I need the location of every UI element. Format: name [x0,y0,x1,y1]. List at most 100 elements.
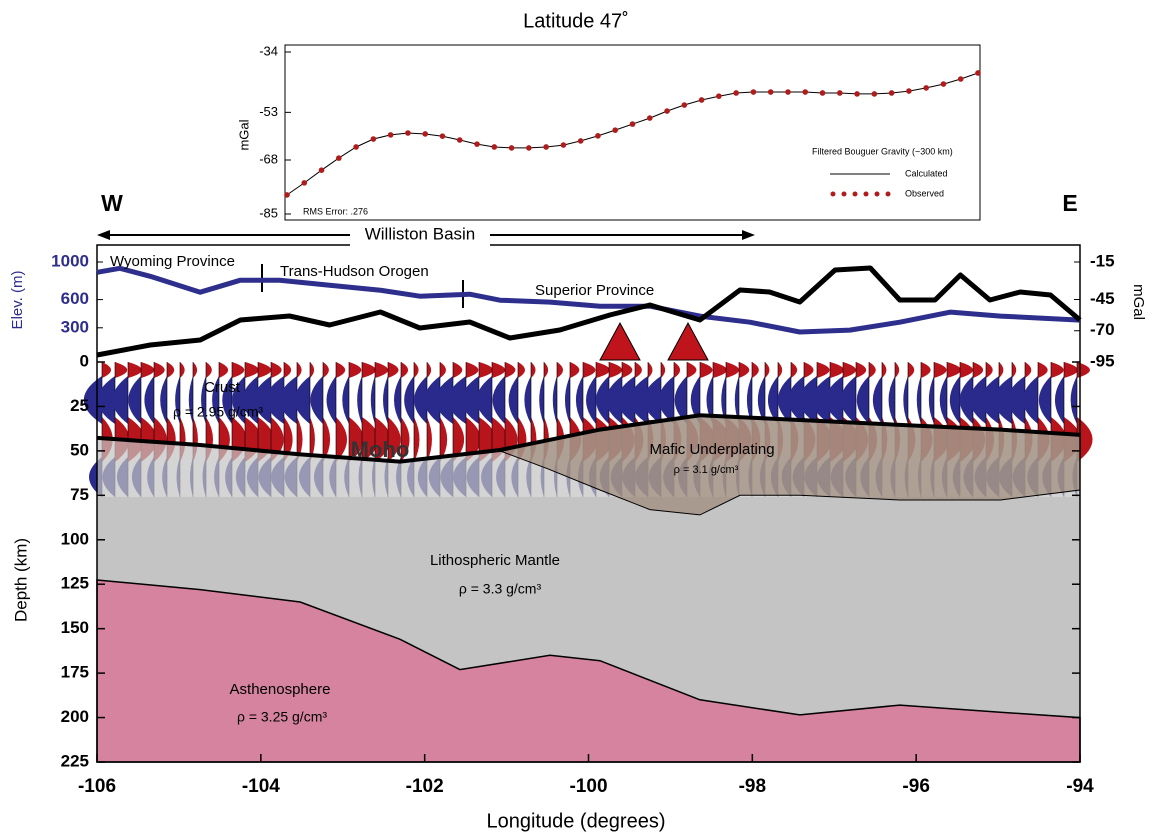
observed-point [837,90,843,96]
legend-swatch [875,192,880,197]
y-tick-label: -53 [259,104,278,119]
observed-point [716,93,722,99]
observed-point [457,137,463,143]
east-label: E [1062,190,1077,216]
observed-point [664,108,670,114]
y-tick-label: 175 [61,663,89,682]
observed-point [751,89,757,95]
asthenosphere-label: Asthenosphere [230,681,331,698]
x-tick-label: -96 [902,776,929,797]
observed-point [923,85,929,91]
west-label: W [101,190,123,216]
underplating-density: ρ = 3.1 g/cm³ [674,464,739,476]
observed-point [802,89,808,95]
y-tick-label: -34 [259,43,278,58]
elevation-tick-label: 1000 [51,251,89,270]
elevation-tick-label: 600 [61,289,89,308]
legend-swatch [886,192,891,197]
observed-point [578,138,584,144]
observed-point [543,144,549,150]
observed-point [526,145,532,151]
y-tick-label: 150 [61,618,89,637]
chart-title: Latitude 47˚ [523,10,629,32]
y-tick-label: 125 [61,574,89,593]
observed-point [768,89,774,95]
y-tick-label: 50 [70,440,89,459]
y-tick-label: 225 [61,751,89,770]
crust-label: Crust [204,379,241,396]
province-label: Trans-Hudson Orogen [280,263,429,280]
observed-point [612,127,618,133]
observed-point [474,141,480,147]
legend-swatch [853,192,858,197]
underplating-label: Mafic Underplating [649,441,774,458]
y-tick-label: 200 [61,707,89,726]
observed-point [371,136,377,142]
observed-point [561,142,567,148]
legend-entry: Calculated [905,168,948,178]
gravity-tick-label: -15 [1090,251,1115,270]
x-tick-label: -106 [78,776,116,797]
observed-point [422,131,428,137]
basin-label: Williston Basin [365,224,476,243]
observed-point [440,133,446,139]
x-axis-label: Longitude (degrees) [486,810,665,832]
observed-point [388,132,394,138]
observed-point [941,81,947,87]
observed-point [975,70,981,76]
observed-point [820,90,826,96]
observed-point [889,90,895,96]
observed-point [733,90,739,96]
observed-point [336,155,342,161]
observed-point [647,115,653,121]
elevation-tick-label: 300 [61,317,89,336]
y-tick-label: -68 [259,151,278,166]
province-label: Superior Province [535,282,654,299]
observed-point [872,91,878,97]
y-tick-label: 100 [61,529,89,548]
x-tick-label: -98 [739,776,766,797]
moho-label: Moho [351,437,410,462]
observed-point [958,76,964,82]
mantle-label: Lithospheric Mantle [430,552,560,569]
observed-point [699,97,705,103]
observed-point [906,88,912,94]
annotation: RMS Error: .276 [303,206,368,216]
legend-swatch [864,192,869,197]
observed-point [284,192,290,198]
observed-point [509,145,515,151]
gravity-tick-label: -95 [1090,351,1115,370]
observed-point [492,144,498,150]
x-tick-label: -104 [242,776,280,797]
gravity-axis-label: mGal [1130,284,1147,320]
x-tick-label: -100 [569,776,607,797]
province-label: Wyoming Province [110,253,235,270]
y-axis-label: Depth (km) [11,538,30,622]
observed-point [353,144,359,150]
legend-swatch [831,192,836,197]
mantle-density: ρ = 3.3 g/cm³ [459,581,542,597]
y-tick-label: 25 [70,396,89,415]
y-tick-label: 75 [70,485,89,504]
legend-entry: Observed [905,188,944,198]
observed-point [405,130,411,136]
figure: Williston Basin Latitude 47˚ -34 -53 -68 -8… [0,0,1153,837]
legend-swatch [842,192,847,197]
observed-point [319,167,325,173]
gravity-tick-label: -45 [1090,289,1115,308]
observed-point [854,91,860,97]
observed-point [785,89,791,95]
x-tick-label: -94 [1066,776,1094,797]
y-axis-label: mGal [236,119,251,150]
observed-point [630,121,636,127]
observed-point [595,133,601,139]
crust-density: ρ = 2.95 g/cm³ [173,404,263,420]
legend-title: Filtered Bouguer Gravity (~300 km) [812,146,953,156]
observed-point [301,180,307,186]
observed-point [682,102,688,108]
elevation-axis-label: Elev. (m) [9,271,26,330]
x-tick-label: -102 [406,776,444,797]
y-tick-label: -85 [259,205,278,220]
y-tick-label: 0 [80,351,89,370]
gravity-tick-label: -70 [1090,320,1115,339]
